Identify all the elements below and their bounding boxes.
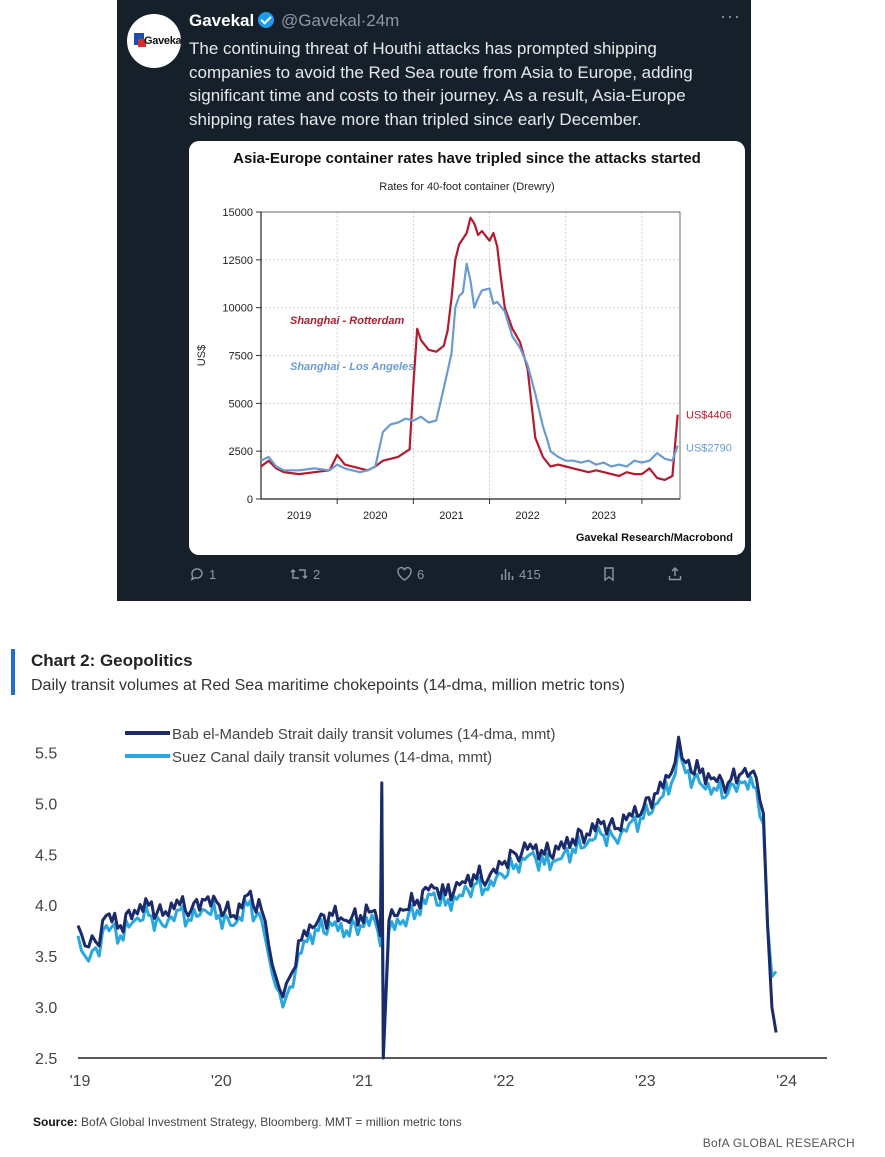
views-count: 415 — [519, 566, 541, 582]
verified-badge-icon — [258, 12, 275, 28]
tweet-header: Gavekal @Gavekal·24m — [189, 11, 399, 31]
reply-button[interactable]: 1 — [189, 566, 216, 582]
chart2-xtick-label: '19 — [70, 1073, 91, 1090]
end-label-rotterdam: US$4406 — [686, 410, 732, 422]
chart1-xtick-label: 2023 — [592, 510, 616, 522]
chart1-xtick-label: 2022 — [515, 510, 539, 522]
chart2-ytick-label: 5.5 — [35, 745, 57, 762]
repost-button[interactable]: 2 — [289, 566, 320, 582]
share-icon — [668, 567, 682, 581]
reply-count: 1 — [209, 566, 217, 582]
gavekal-logo-accent-icon — [138, 39, 146, 47]
bookmark-icon — [604, 567, 614, 582]
chart1-title: Asia-Europe container rates have tripled… — [233, 150, 701, 167]
series-suez-canal-line — [76, 745, 778, 1060]
views-button[interactable]: 415 — [499, 566, 541, 582]
chart2-xtick-label: '20 — [211, 1073, 232, 1090]
chart2-title: Chart 2: Geopolitics — [31, 651, 193, 670]
legend-shanghai-los-angeles: Shanghai - Los Angeles — [290, 361, 414, 373]
avatar[interactable]: Gavekal — [127, 14, 181, 68]
tweet-text: The continuing threat of Houthi attacks … — [189, 39, 693, 129]
tweet-image-chart[interactable]: Asia-Europe container rates have tripled… — [189, 141, 745, 555]
views-icon — [501, 569, 514, 580]
tweet-time[interactable]: 24m — [366, 11, 400, 30]
more-options-icon[interactable]: ··· — [720, 6, 741, 26]
chart1-ytick-label: 12500 — [222, 255, 253, 267]
end-label-los-angeles: US$2790 — [686, 443, 732, 455]
repost-icon — [290, 569, 308, 579]
tweet-card: Gavekal Gavekal @Gavekal·24m ··· The con… — [117, 0, 751, 601]
chart2-xtick-label: '22 — [494, 1073, 515, 1090]
like-count: 6 — [417, 566, 425, 582]
chart1-ytick-label: 2500 — [229, 446, 253, 458]
chart2-xtick-label: '23 — [635, 1073, 656, 1090]
share-button[interactable] — [667, 566, 683, 582]
chart1-xtick-label: 2020 — [363, 510, 387, 522]
chart2-xtick-label: '24 — [776, 1073, 797, 1090]
chart2-ytick-label: 4.5 — [35, 847, 57, 864]
bookmark-button[interactable] — [602, 566, 616, 582]
chart2-ytick-label: 4.0 — [35, 898, 57, 915]
series-bab-el-mandeb-line — [76, 735, 778, 1060]
series-shanghai-los-angeles-line — [260, 262, 679, 474]
author-name[interactable]: Gavekal — [189, 11, 255, 30]
bofa-chart-panel: Chart 2: Geopolitics Daily transit volum… — [0, 640, 885, 1157]
chart1-source: Gavekal Research/Macrobond — [576, 532, 733, 544]
tweet-actions: 1 2 6 415 — [189, 566, 749, 588]
chart2-ytick-label: 3.5 — [35, 949, 57, 966]
header-separator: · — [360, 11, 367, 30]
chart1-ytick-label: 7500 — [229, 351, 253, 363]
chart1-subtitle: Rates for 40-foot container (Drewry) — [379, 181, 554, 193]
chart2-ytick-label: 2.5 — [35, 1051, 57, 1068]
repost-count: 2 — [313, 566, 321, 582]
chart2-subtitle: Daily transit volumes at Red Sea maritim… — [31, 677, 625, 694]
chart1-xtick-label: 2021 — [439, 510, 463, 522]
chart1-ytick-label: 15000 — [222, 207, 253, 219]
chart1-ytick-label: 5000 — [229, 398, 253, 410]
chart2-ytick-label: 3.0 — [35, 1000, 57, 1017]
legend-bab-el-mandeb: Bab el-Mandeb Strait daily transit volum… — [172, 726, 555, 743]
title-accent-bar — [11, 649, 15, 695]
source-text: BofA Global Investment Strategy, Bloombe… — [81, 1115, 462, 1129]
chart1-ylabel: US$ — [196, 345, 208, 366]
legend-suez-canal: Suez Canal daily transit volumes (14-dma… — [172, 749, 492, 766]
like-button[interactable]: 6 — [396, 566, 424, 582]
chart2-source: Source: BofA Global Investment Strategy,… — [33, 1115, 462, 1129]
chart2-ytick-label: 5.0 — [35, 796, 57, 813]
chart1-ytick-label: 10000 — [222, 303, 253, 315]
chart2-xtick-label: '21 — [352, 1073, 373, 1090]
legend-shanghai-rotterdam: Shanghai - Rotterdam — [290, 315, 405, 327]
avatar-logo-text: Gavekal — [144, 35, 181, 47]
source-label: Source: — [33, 1115, 78, 1129]
series-shanghai-rotterdam-line — [260, 216, 679, 481]
like-icon — [397, 566, 412, 581]
reply-icon — [191, 568, 203, 581]
chart1-xtick-label: 2019 — [287, 510, 311, 522]
transit-volumes-chart: 2.5 3.0 3.5 4.0 4.5 5.0 5.5 '19 '20 '21 '22 '23 '24 B… — [35, 726, 827, 1090]
chart1-ytick-label: 0 — [247, 494, 253, 506]
container-rates-chart: Asia-Europe container rates have tripled… — [196, 150, 733, 544]
bofa-brand: BofA GLOBAL RESEARCH — [702, 1136, 855, 1150]
author-handle[interactable]: @Gavekal — [280, 11, 361, 30]
